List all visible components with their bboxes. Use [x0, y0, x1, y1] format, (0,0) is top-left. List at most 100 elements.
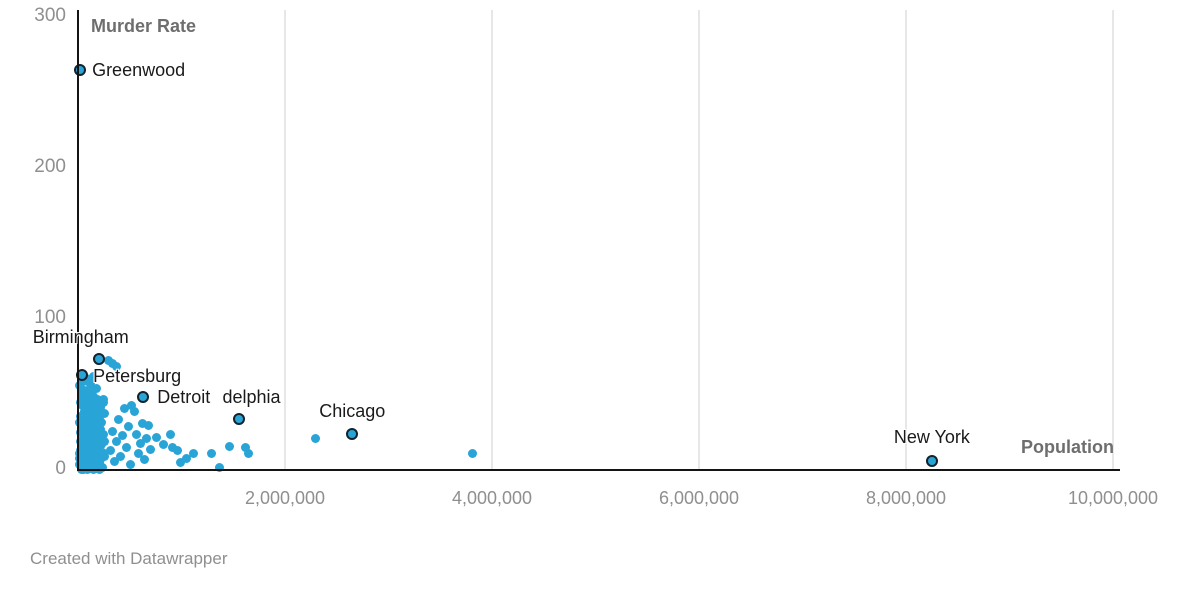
- scatter-point[interactable]: [152, 432, 162, 442]
- x-tick-label: 10,000,000: [1067, 488, 1159, 508]
- scatter-point[interactable]: [241, 443, 251, 453]
- scatter-point[interactable]: [113, 414, 123, 424]
- y-tick-label: 0: [55, 458, 66, 479]
- scatter-point[interactable]: [224, 441, 234, 451]
- scatter-point[interactable]: [215, 462, 225, 472]
- scatter-point[interactable]: [145, 444, 155, 454]
- scatter-point[interactable]: [182, 453, 192, 463]
- scatter-point[interactable]: [207, 449, 216, 459]
- scatter-point[interactable]: [100, 437, 110, 447]
- scatter-point[interactable]: [467, 449, 477, 459]
- point-label: Petersburg: [93, 366, 182, 387]
- y-axis-line: [77, 10, 79, 471]
- scatter-point[interactable]: [92, 384, 102, 394]
- scatter-point-highlighted[interactable]: [92, 352, 105, 365]
- scatter-point[interactable]: [131, 429, 141, 439]
- scatter-point[interactable]: [83, 399, 93, 409]
- scatter-point[interactable]: [189, 449, 199, 459]
- x-gridline: [698, 10, 700, 470]
- scatter-point[interactable]: [96, 407, 106, 417]
- scatter-point[interactable]: [111, 437, 121, 447]
- scatter-point[interactable]: [175, 458, 185, 468]
- scatter-point[interactable]: [84, 404, 94, 414]
- scatter-point[interactable]: [75, 381, 85, 391]
- scatter-point[interactable]: [115, 452, 125, 462]
- x-tick-label: 6,000,000: [658, 488, 740, 508]
- y-tick-label: 100: [34, 307, 66, 328]
- scatter-point[interactable]: [94, 423, 104, 433]
- scatter-point[interactable]: [120, 404, 130, 414]
- scatter-point[interactable]: [99, 395, 109, 405]
- scatter-point[interactable]: [93, 435, 103, 445]
- scatter-point[interactable]: [85, 426, 95, 436]
- scatter-point[interactable]: [93, 395, 103, 405]
- scatter-point[interactable]: [143, 420, 153, 430]
- scatter-point[interactable]: [126, 459, 136, 469]
- scatter-point[interactable]: [88, 440, 98, 450]
- scatter-point[interactable]: [139, 455, 149, 465]
- x-gridline: [491, 10, 493, 470]
- scatter-point[interactable]: [124, 422, 134, 432]
- scatter-point[interactable]: [77, 452, 87, 462]
- point-label: Greenwood: [92, 60, 186, 81]
- scatter-point[interactable]: [88, 392, 98, 402]
- scatter-point-highlighted[interactable]: [925, 455, 938, 468]
- y-tick-label: 200: [34, 156, 66, 177]
- scatter-point[interactable]: [159, 440, 169, 450]
- scatter-point[interactable]: [85, 419, 95, 429]
- scatter-point[interactable]: [84, 434, 94, 444]
- scatter-point[interactable]: [92, 452, 102, 462]
- scatter-point-highlighted[interactable]: [137, 390, 150, 403]
- scatter-point[interactable]: [80, 385, 90, 395]
- scatter-point[interactable]: [127, 401, 137, 411]
- y-tick-label: 300: [34, 5, 66, 26]
- scatter-point[interactable]: [91, 444, 101, 454]
- point-label: delphia: [222, 387, 281, 408]
- scatter-point[interactable]: [80, 419, 90, 429]
- scatter-point[interactable]: [133, 449, 143, 459]
- scatter-point[interactable]: [172, 446, 182, 456]
- scatter-point[interactable]: [105, 446, 115, 456]
- scatter-point[interactable]: [88, 372, 98, 382]
- scatter-point[interactable]: [93, 401, 103, 411]
- point-label: Chicago: [319, 401, 386, 422]
- scatter-point[interactable]: [109, 456, 119, 466]
- scatter-point[interactable]: [141, 434, 151, 444]
- scatter-point[interactable]: [118, 431, 127, 441]
- x-axis-line: [77, 469, 1120, 471]
- scatter-point[interactable]: [165, 429, 175, 439]
- scatter-point[interactable]: [310, 434, 320, 444]
- x-tick-label: 4,000,000: [451, 488, 533, 508]
- scatter-point[interactable]: [85, 379, 95, 389]
- scatter-point[interactable]: [244, 449, 254, 459]
- scatter-point[interactable]: [90, 458, 100, 468]
- scatter-point[interactable]: [135, 438, 145, 448]
- scatter-point[interactable]: [75, 398, 85, 408]
- x-gridline: [1112, 10, 1114, 470]
- scatter-point-highlighted[interactable]: [346, 428, 359, 441]
- scatter-point[interactable]: [82, 414, 92, 424]
- scatter-point[interactable]: [107, 426, 117, 436]
- point-label: Detroit: [157, 386, 211, 407]
- scatter-point[interactable]: [167, 443, 177, 453]
- scatter-point[interactable]: [98, 447, 108, 457]
- scatter-point[interactable]: [81, 446, 91, 456]
- scatter-point[interactable]: [76, 411, 86, 421]
- scatter-point[interactable]: [92, 428, 102, 438]
- scatter-point[interactable]: [111, 361, 121, 371]
- scatter-point[interactable]: [85, 408, 95, 418]
- y-axis-title: Murder Rate: [91, 16, 197, 36]
- scatter-point[interactable]: [99, 429, 109, 439]
- x-gridline: [284, 10, 286, 470]
- scatter-point[interactable]: [97, 417, 107, 427]
- scatter-point[interactable]: [99, 452, 109, 462]
- scatter-point-highlighted[interactable]: [74, 64, 87, 77]
- scatter-point[interactable]: [137, 419, 147, 429]
- scatter-point-highlighted[interactable]: [233, 413, 246, 426]
- x-tick-label: 8,000,000: [865, 488, 947, 508]
- scatter-point[interactable]: [122, 443, 132, 453]
- x-tick-label: 2,000,000: [244, 488, 326, 508]
- scatter-point[interactable]: [91, 413, 101, 423]
- scatter-point[interactable]: [87, 387, 97, 397]
- scatter-point[interactable]: [129, 407, 139, 417]
